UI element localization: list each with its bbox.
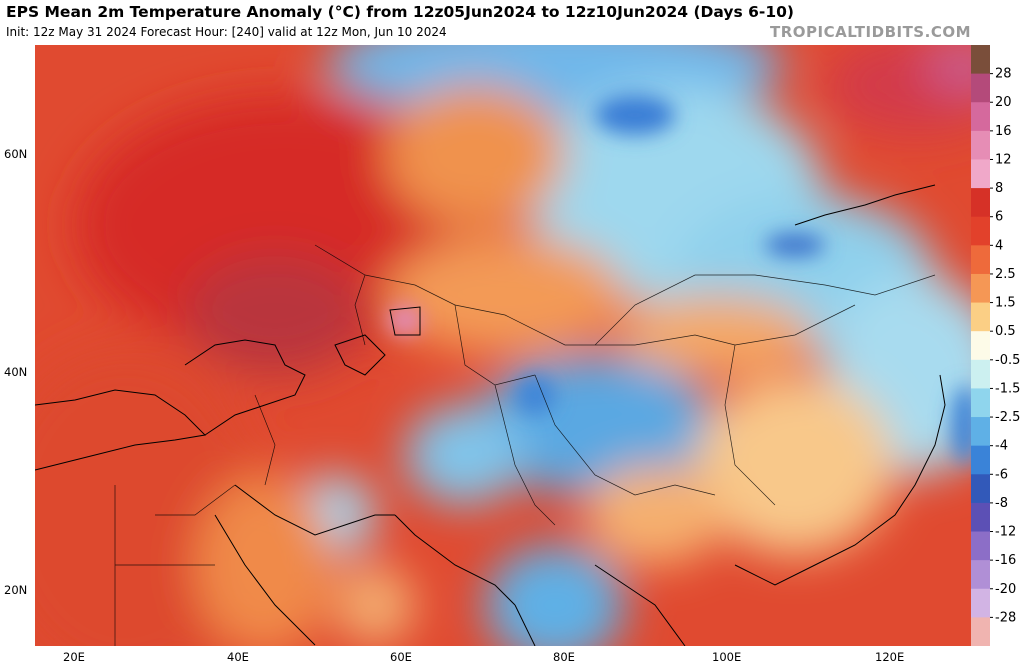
- colorbar-level-label: -12: [995, 525, 1016, 540]
- colorbar-swatch: [971, 388, 990, 418]
- colorbar-swatch: [971, 359, 990, 389]
- colorbar-swatch: [971, 159, 990, 189]
- anomaly-detail: [387, 95, 971, 465]
- colorbar-swatch: [971, 130, 990, 160]
- anomaly-colorbar: 28 20 16 12 8 6 4 2.5 1.5 0.5 -0.5 -1.5 -2.5 -4 -6 -8 -1…: [971, 45, 1020, 646]
- lon-label-80e: 80E: [553, 650, 575, 664]
- colorbar-level-label: 4: [995, 238, 1003, 253]
- lat-label-40n: 40N: [4, 365, 28, 379]
- colorbar-level-label: 8: [995, 181, 1003, 196]
- colorbar-swatch: [971, 331, 990, 361]
- colorbar-level-label: 12: [995, 152, 1012, 167]
- colorbar-swatch: [971, 445, 990, 475]
- lat-label-20n: 20N: [4, 583, 28, 597]
- map-subtitle: Init: 12z May 31 2024 Forecast Hour: [24…: [6, 25, 447, 39]
- lon-label-120e: 120E: [875, 650, 905, 664]
- lat-label-60n: 60N: [4, 147, 28, 161]
- lon-label-20e: 20E: [63, 650, 85, 664]
- lon-label-40e: 40E: [227, 650, 249, 664]
- colorbar-swatch: [971, 588, 990, 618]
- colorbar-level-label: -8: [995, 496, 1008, 511]
- colorbar-swatch: [971, 188, 990, 218]
- colorbar-level-label: 20: [995, 95, 1012, 110]
- colorbar-swatch: [971, 73, 990, 103]
- colorbar-level-label: -16: [995, 553, 1016, 568]
- temperature-anomaly-map: [35, 45, 971, 646]
- colorbar-swatch: [971, 302, 990, 332]
- lon-label-60e: 60E: [390, 650, 412, 664]
- colorbar-level-label: -6: [995, 467, 1008, 482]
- colorbar-level-label: -2.5: [995, 410, 1020, 425]
- anomaly-shading: [35, 45, 971, 646]
- colorbar-level-label: 28: [995, 67, 1012, 82]
- colorbar-swatch: [971, 216, 990, 246]
- colorbar-level-label: 0.5: [995, 324, 1016, 339]
- colorbar-level-label: -1.5: [995, 381, 1020, 396]
- colorbar-swatch: [971, 502, 990, 533]
- lon-label-100e: 100E: [712, 650, 742, 664]
- colorbar-swatch: [971, 474, 990, 504]
- colorbar-swatch: [971, 531, 990, 561]
- colorbar-level-label: 16: [995, 124, 1012, 139]
- colorbar-swatch: [971, 245, 990, 275]
- colorbar-level-label: -20: [995, 582, 1016, 597]
- colorbar-swatch: [971, 617, 990, 646]
- colorbar-level-label: -4: [995, 439, 1008, 454]
- map-title: EPS Mean 2m Temperature Anomaly (°C) fro…: [6, 3, 794, 21]
- colorbar-level-label: 1.5: [995, 296, 1016, 311]
- colorbar-swatch: [971, 560, 990, 590]
- colorbar-swatch: [971, 417, 990, 447]
- colorbar-swatch: [971, 273, 990, 304]
- colorbar-swatch: [971, 102, 990, 132]
- site-watermark[interactable]: TROPICALTIDBITS.COM: [770, 23, 971, 41]
- colorbar-level-label: 2.5: [995, 267, 1016, 282]
- country-borders: [114, 244, 936, 646]
- colorbar-level-label: -0.5: [995, 353, 1020, 368]
- colorbar-level-label: 6: [995, 210, 1003, 225]
- coastlines: [35, 184, 946, 646]
- colorbar-swatch: [971, 45, 990, 75]
- colorbar-level-label: -28: [995, 610, 1016, 625]
